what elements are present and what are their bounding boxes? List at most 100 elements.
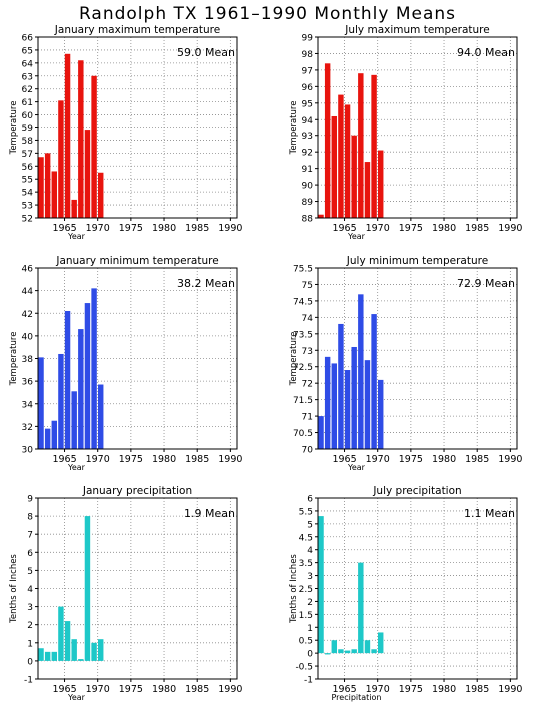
x-tick-label: 1985 <box>185 684 209 695</box>
bar <box>64 621 71 661</box>
y-tick-label: 44 <box>22 287 34 297</box>
x-tick-label: 1985 <box>465 223 489 234</box>
x-tick-label: 1965 <box>52 684 76 695</box>
x-tick-label: 1965 <box>52 223 76 234</box>
x-axis-label: Year <box>67 693 86 702</box>
mean-label: 1.9 Mean <box>184 507 235 520</box>
x-tick-label: 1965 <box>332 223 356 234</box>
y-tick-label: 30 <box>22 446 34 456</box>
bar <box>364 640 371 654</box>
bar <box>91 75 97 219</box>
y-tick-label: 57 <box>22 150 33 160</box>
bar <box>358 73 364 218</box>
bar <box>358 294 364 449</box>
y-tick-label: 38 <box>22 355 34 365</box>
x-tick-label: 1985 <box>465 684 489 695</box>
y-tick-label: 92 <box>302 149 313 159</box>
chart-title: July precipitation <box>372 485 461 497</box>
bar <box>324 356 331 449</box>
y-tick-label: 46 <box>22 265 34 275</box>
y-tick-label: 88 <box>302 215 314 225</box>
y-tick-label: 71.5 <box>293 396 313 406</box>
x-tick-label: 1975 <box>119 684 143 695</box>
x-tick-label: 1985 <box>185 223 209 234</box>
bar <box>38 157 44 218</box>
y-tick-label: 62 <box>22 85 33 95</box>
bar <box>58 353 64 449</box>
x-tick-label: 1975 <box>119 454 143 465</box>
mean-label: 59.0 Mean <box>177 46 235 59</box>
y-tick-label: 98 <box>302 50 314 60</box>
y-tick-label: 40 <box>22 332 34 342</box>
bar <box>318 516 324 654</box>
x-tick-label: 1970 <box>86 454 110 465</box>
y-tick-label: 7 <box>27 531 33 541</box>
y-tick-label: -1 <box>304 676 313 686</box>
bar <box>378 150 384 218</box>
bar <box>371 649 377 654</box>
x-tick-label: 1980 <box>152 684 176 695</box>
y-tick-label: 65 <box>22 46 33 56</box>
x-tick-label: 1985 <box>465 454 489 465</box>
chart-title: January minimum temperature <box>55 255 218 267</box>
bar <box>58 606 64 661</box>
y-tick-label: 3 <box>307 572 313 582</box>
bar <box>338 649 344 654</box>
y-tick-label: 75 <box>302 281 313 291</box>
main-title: Randolph TX 1961–1990 Monthly Means <box>78 4 457 24</box>
bar <box>58 100 64 218</box>
y-tick-label: 4 <box>307 546 313 556</box>
bar <box>324 653 331 655</box>
y-tick-label: 70 <box>302 446 314 456</box>
x-tick-label: 1970 <box>86 684 110 695</box>
y-tick-label: 73 <box>302 347 313 357</box>
y-tick-label: 2 <box>27 621 33 631</box>
x-tick-label: 1980 <box>432 454 456 465</box>
x-tick-label: 1990 <box>498 684 522 695</box>
bar <box>98 639 104 661</box>
y-tick-label: 73.5 <box>293 330 313 340</box>
x-tick-label: 1990 <box>218 223 242 234</box>
y-axis-label: Temperature <box>289 101 299 156</box>
chart-panel-2: 88 89 90 91 92 93 94 95 96 97 98 99 1965 1970 1975 1980… <box>289 24 522 241</box>
x-tick-label: 1970 <box>86 223 110 234</box>
y-tick-label: 75.5 <box>293 265 313 275</box>
bar <box>84 516 91 661</box>
y-axis-label: Temperature <box>9 332 19 387</box>
y-tick-label: 94 <box>302 116 314 126</box>
y-tick-label: 34 <box>22 400 34 410</box>
bar <box>371 314 377 449</box>
y-tick-label: 64 <box>22 59 34 69</box>
y-tick-label: 54 <box>22 189 34 199</box>
y-tick-label: 66 <box>22 34 34 44</box>
chart-panel-6: -1 -0.5 0 0.5 1 1.5 2 2.5 3 3.5 4 4.5 5 5.5 6 1965 1970 1… <box>289 485 522 702</box>
y-tick-label: 59 <box>22 124 34 134</box>
chart-panel-3: 30 32 34 36 38 40 42 44 46 1965 1970 1975 1980 1985 19… <box>9 255 242 472</box>
bar <box>331 115 338 218</box>
bar <box>378 632 384 654</box>
bar <box>78 329 84 449</box>
bar <box>44 651 51 661</box>
y-tick-label: 97 <box>302 66 313 76</box>
y-tick-label: 52 <box>22 215 33 225</box>
chart-title: January precipitation <box>82 485 192 497</box>
bar <box>91 642 97 661</box>
x-tick-label: 1990 <box>218 454 242 465</box>
x-tick-label: 1980 <box>152 223 176 234</box>
y-tick-label: 6 <box>27 549 33 559</box>
y-tick-label: 5.5 <box>299 507 313 517</box>
bar <box>84 130 91 218</box>
bar <box>331 640 338 654</box>
mean-label: 94.0 Mean <box>457 46 515 59</box>
x-tick-label: 1990 <box>498 454 522 465</box>
x-tick-label: 1980 <box>432 684 456 695</box>
y-tick-label: 53 <box>22 202 33 212</box>
bar <box>371 74 377 218</box>
plot-frame <box>317 36 518 219</box>
x-tick-label: 1980 <box>152 454 176 465</box>
y-tick-label: 5 <box>27 567 33 577</box>
x-tick-label: 1990 <box>498 223 522 234</box>
x-tick-label: 1980 <box>432 223 456 234</box>
y-tick-label: 6 <box>307 495 313 505</box>
